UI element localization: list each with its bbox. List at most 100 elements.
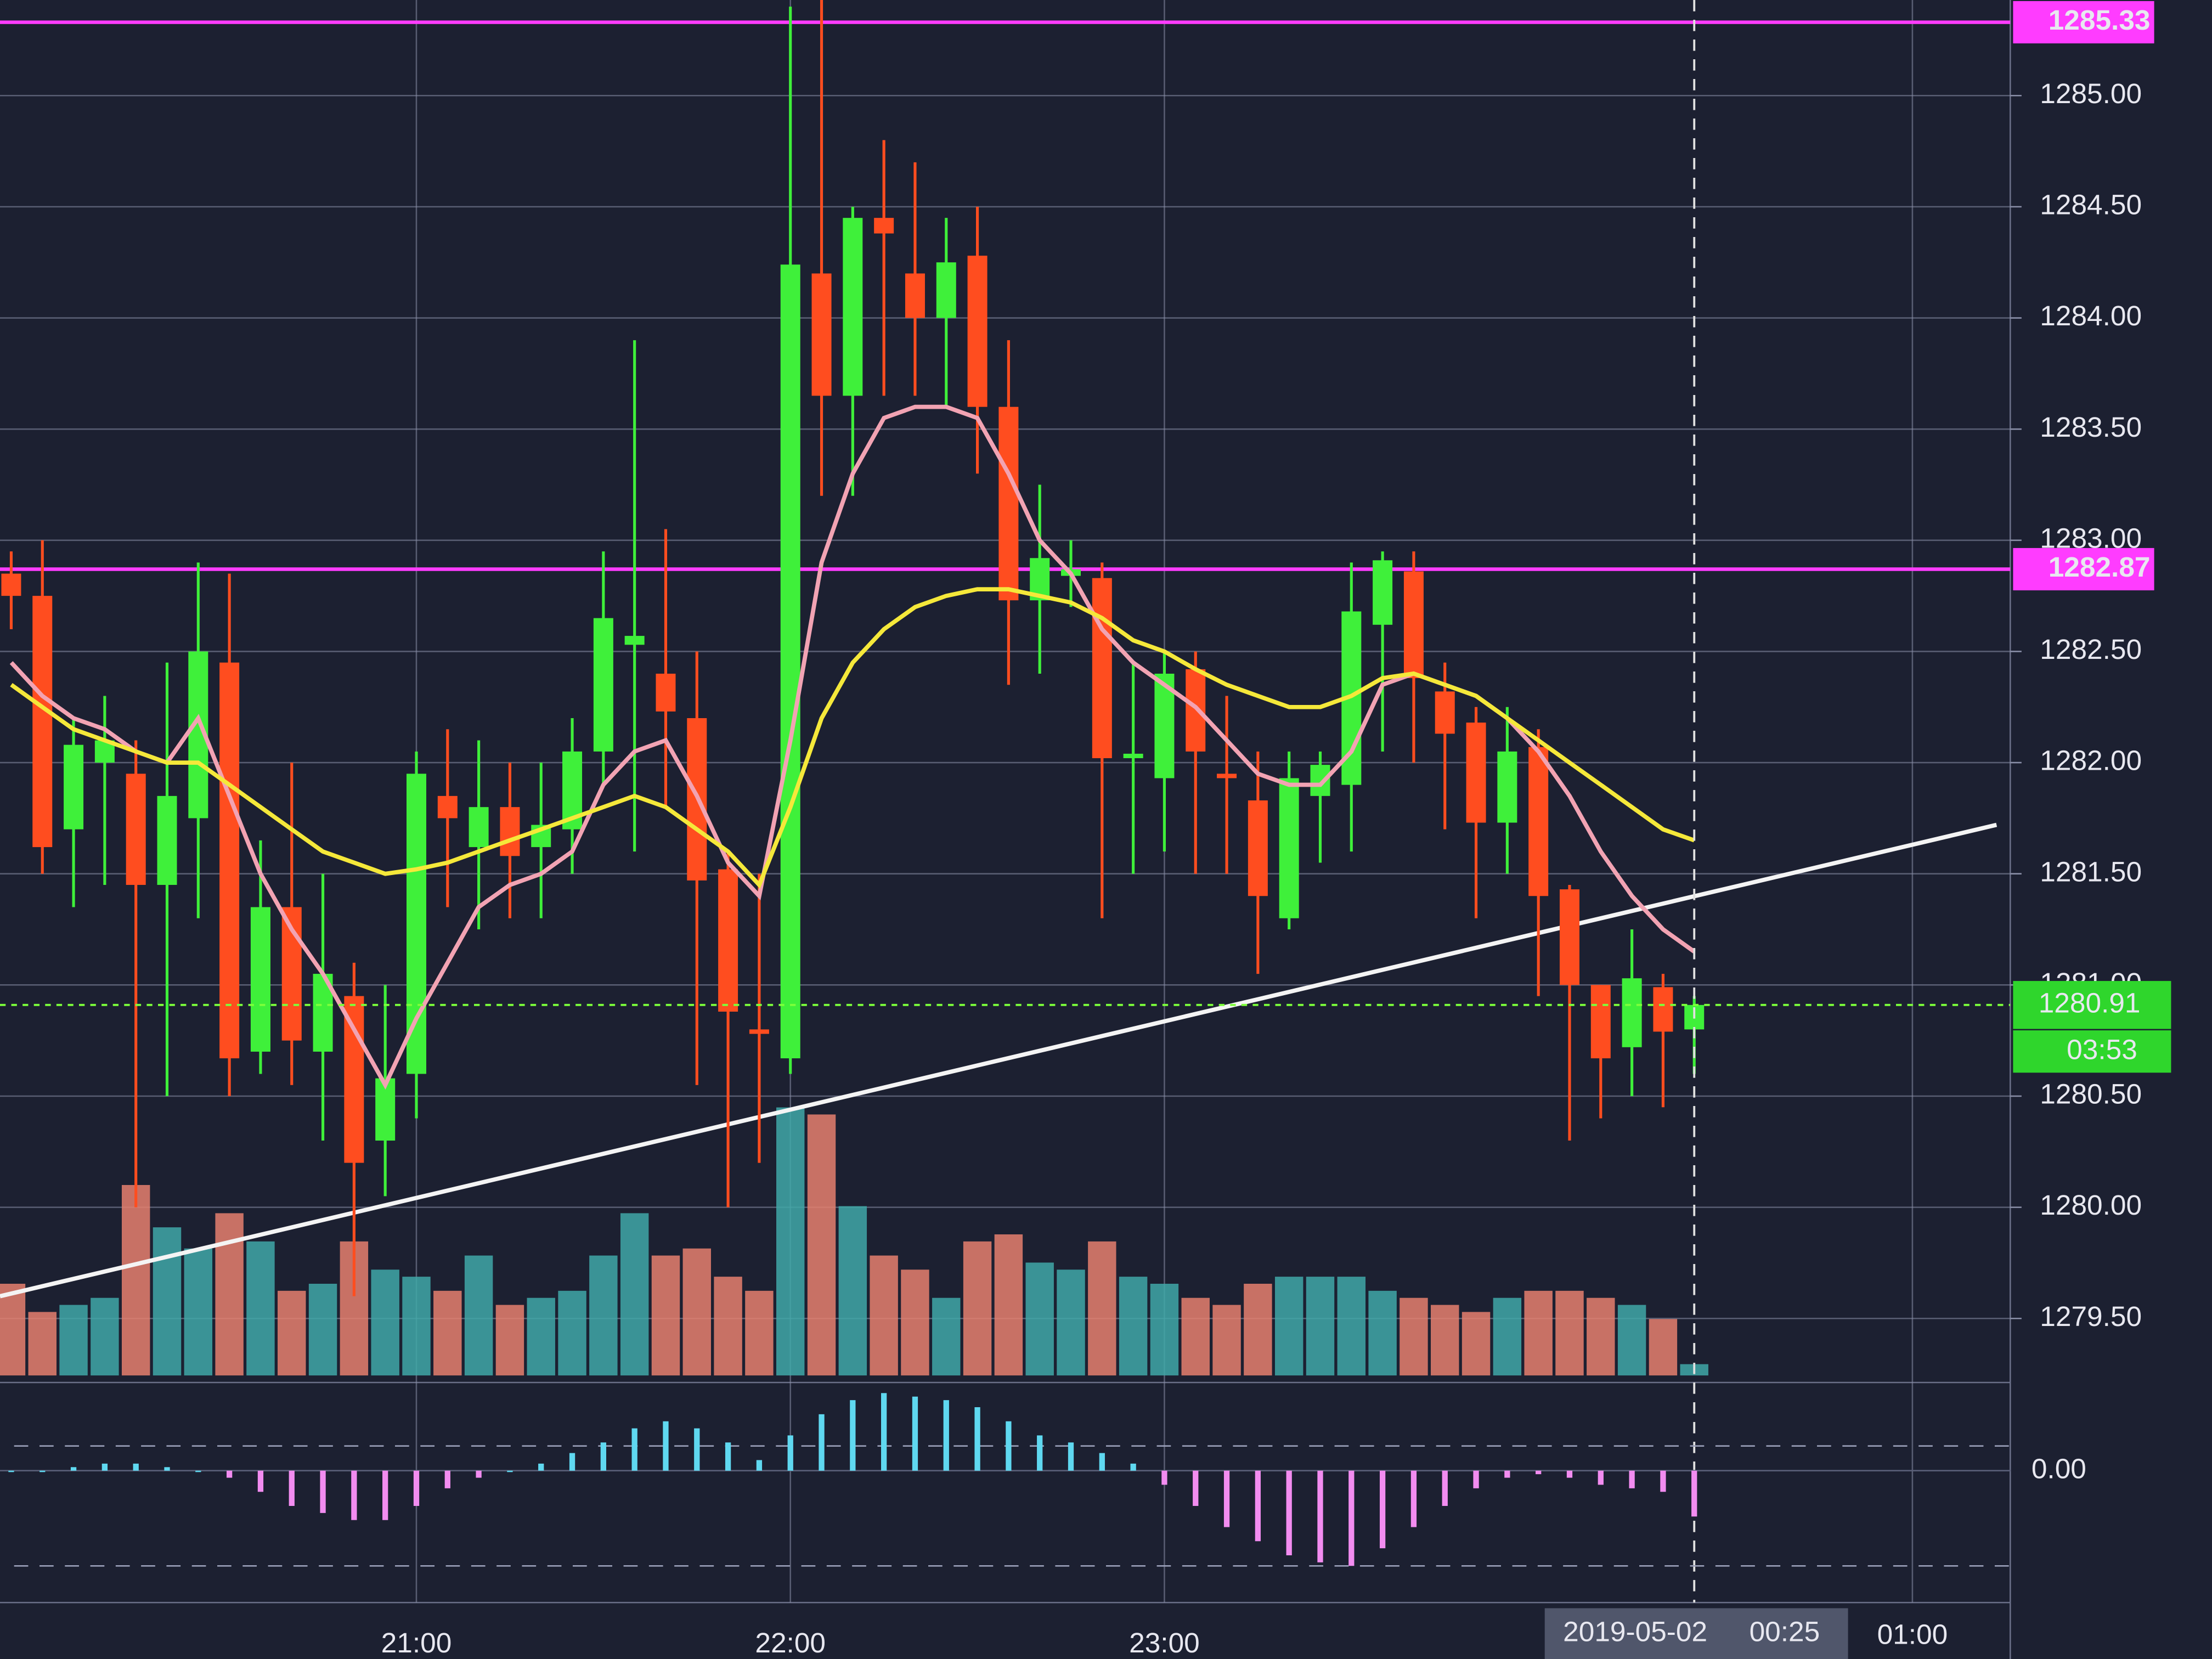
candle-body — [811, 273, 832, 396]
candle-body — [219, 662, 240, 1059]
macd-histogram-bar — [413, 1470, 420, 1506]
candle-body — [718, 869, 738, 1012]
macd-histogram-bar — [694, 1428, 700, 1471]
volume-bar — [1555, 1290, 1584, 1376]
candle-body — [500, 807, 520, 856]
candle-body — [469, 807, 489, 848]
price-level-box — [2013, 1, 2154, 44]
macd-histogram-bar — [538, 1463, 544, 1471]
volume-bar — [1400, 1297, 1428, 1376]
macd-histogram-bar — [1348, 1470, 1355, 1566]
volume-bar — [121, 1185, 150, 1376]
candle-body — [437, 795, 458, 819]
macd-histogram-bar — [1410, 1470, 1417, 1527]
volume-bar — [1524, 1290, 1553, 1376]
y-tick-label: 1280.00 — [2040, 1189, 2142, 1221]
volume-bar — [402, 1277, 431, 1376]
volume-bar — [901, 1269, 929, 1376]
volume-bar — [1431, 1305, 1459, 1376]
volume-bar — [308, 1284, 337, 1376]
volume-bar — [91, 1297, 119, 1376]
candle-body — [1497, 751, 1517, 823]
volume-bar — [1462, 1312, 1491, 1376]
macd-histogram-bar — [1473, 1470, 1479, 1488]
macd-histogram-bar — [1660, 1470, 1666, 1492]
volume-bar — [1212, 1305, 1241, 1376]
volume-bar — [994, 1234, 1023, 1376]
macd-histogram-bar — [382, 1470, 388, 1520]
x-tick-label: 23:00 — [1129, 1627, 1200, 1658]
macd-histogram-bar — [725, 1442, 731, 1471]
macd-histogram-bar — [663, 1421, 669, 1471]
y-tick-label: 1281.50 — [2040, 855, 2142, 887]
volume-bar — [371, 1269, 399, 1376]
candle-body — [1373, 560, 1393, 625]
candle-body — [344, 996, 364, 1163]
macd-histogram-bar — [787, 1435, 793, 1471]
volume-bar — [1649, 1319, 1678, 1376]
macd-histogram-bar — [1193, 1470, 1199, 1506]
x-tick-label: 22:00 — [755, 1627, 826, 1658]
macd-histogram-bar — [1566, 1470, 1573, 1478]
y-tick-label: 1283.50 — [2040, 411, 2142, 443]
candle-body — [780, 264, 800, 1059]
volume-bar — [1617, 1305, 1646, 1376]
price-level-box — [2013, 548, 2154, 591]
macd-histogram-bar — [1255, 1470, 1261, 1542]
macd-histogram-bar — [444, 1470, 450, 1488]
candle-body — [1186, 669, 1206, 752]
candle-body — [1466, 723, 1486, 823]
crosshair-date: 2019-05-02 — [1563, 1615, 1707, 1647]
macd-histogram-bar — [320, 1470, 326, 1513]
y-tick-label: 1282.50 — [2040, 633, 2142, 665]
candle-body — [1590, 985, 1611, 1059]
volume-bar — [278, 1290, 306, 1376]
candle-body — [1123, 753, 1143, 758]
candle-body — [1559, 889, 1579, 985]
volume-bar — [932, 1297, 961, 1376]
candle-body — [406, 774, 426, 1074]
candle-body — [624, 636, 645, 645]
candle-body — [157, 795, 177, 885]
candle-body — [1248, 800, 1268, 896]
macd-histogram-bar — [1379, 1470, 1386, 1549]
crosshair-time: 00:25 — [1750, 1615, 1820, 1647]
candle-body — [843, 218, 863, 396]
volume-bar — [1587, 1297, 1615, 1376]
candle-body — [126, 774, 146, 885]
volume-bar — [1057, 1269, 1085, 1376]
crosshair-box — [1544, 1608, 1848, 1659]
candle-body — [656, 673, 676, 712]
candle-body — [936, 262, 956, 318]
countdown-box — [2013, 1030, 2171, 1073]
candle-body — [905, 273, 925, 318]
macd-histogram-bar — [1006, 1421, 1012, 1471]
macd-histogram-bar — [289, 1470, 295, 1506]
volume-bar — [1025, 1262, 1054, 1376]
volume-bar — [745, 1290, 774, 1376]
volume-bar — [246, 1241, 275, 1376]
x-tick-label: 21:00 — [381, 1627, 452, 1658]
macd-histogram-bar — [1629, 1470, 1635, 1488]
macd-histogram-bar — [631, 1428, 637, 1471]
macd-histogram-bar — [507, 1470, 513, 1472]
volume-bar — [59, 1305, 88, 1376]
countdown-label: 03:53 — [2067, 1033, 2137, 1065]
trendline — [0, 822, 1997, 1299]
macd-histogram-bar — [1130, 1463, 1136, 1471]
volume-bar — [464, 1255, 493, 1376]
macd-tick-label: 0.00 — [2032, 1452, 2086, 1484]
volume-bar — [1150, 1284, 1179, 1376]
volume-bar — [682, 1248, 711, 1376]
candle-body — [1092, 578, 1112, 758]
candle-body — [1, 573, 21, 596]
y-tick-label: 1282.00 — [2040, 744, 2142, 776]
macd-histogram-bar — [943, 1400, 949, 1471]
macd-histogram-bar — [70, 1467, 77, 1471]
macd-histogram-bar — [1223, 1470, 1230, 1527]
macd-histogram-bar — [1598, 1470, 1604, 1485]
last-price-box — [2013, 981, 2171, 1029]
macd-histogram-bar — [1317, 1470, 1323, 1562]
